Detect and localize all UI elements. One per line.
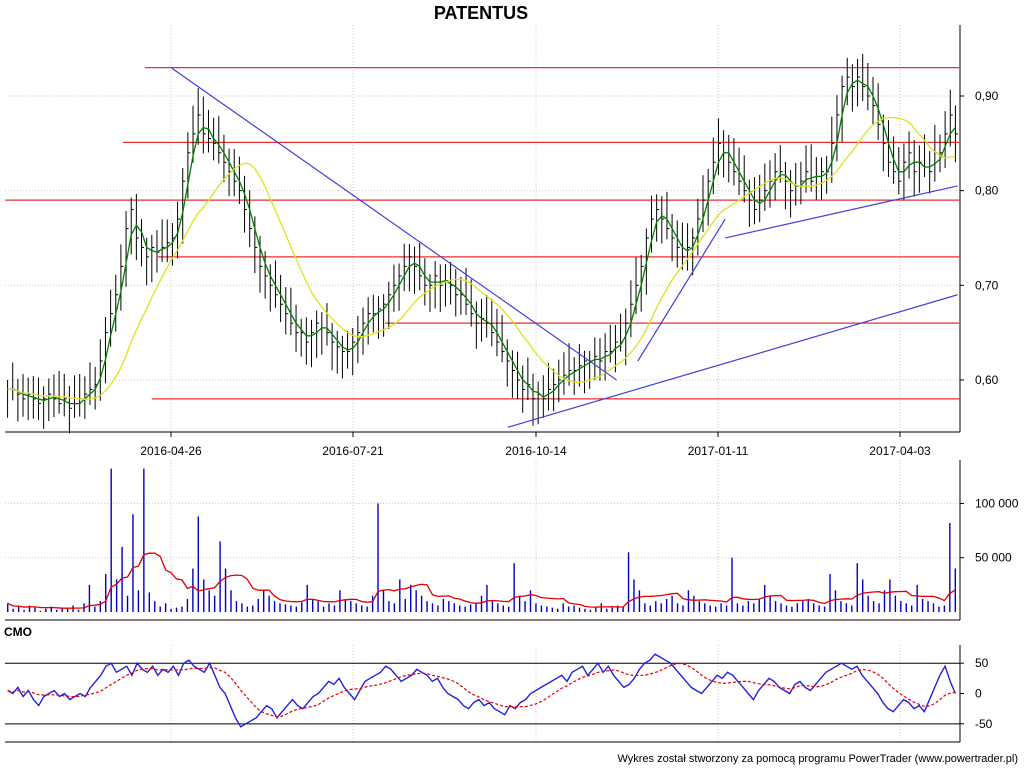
footer-credit: Wykres został stworzony za pomocą progra… bbox=[617, 753, 1018, 765]
cmo-panel: -50 0 50 bbox=[5, 645, 993, 743]
price-x-tick-label: 2016-10-14 bbox=[505, 444, 567, 458]
volume-y-tick-label: 50 000 bbox=[975, 551, 1012, 565]
price-x-tick-label: 2016-04-26 bbox=[140, 444, 202, 458]
volume-y-tick-label: 100 000 bbox=[975, 496, 1019, 510]
volume-panel: 50 000 100 000 bbox=[5, 460, 1019, 621]
cmo-y-tick-label: 50 bbox=[975, 656, 989, 670]
price-x-tick-label: 2017-04-03 bbox=[869, 444, 931, 458]
price-x-tick-label: 2017-01-11 bbox=[688, 444, 749, 458]
chart-title: PATENTUS bbox=[434, 3, 528, 23]
price-y-tick-label: 0,80 bbox=[975, 184, 999, 198]
price-y-tick-label: 0,90 bbox=[975, 89, 999, 103]
price-y-tick-label: 0,70 bbox=[975, 278, 999, 292]
price-trend-line bbox=[637, 218, 726, 362]
price-trend-line bbox=[725, 185, 958, 239]
price-panel: 0,60 0,70 0,80 0,90 2016-04-26 2016-07-21 2016… bbox=[5, 25, 999, 458]
price-ma-long-line bbox=[7, 116, 956, 400]
price-trend-line bbox=[170, 67, 617, 381]
price-trend-line bbox=[507, 294, 958, 428]
volume-average-line bbox=[7, 552, 956, 609]
price-ma-short-line bbox=[7, 79, 956, 405]
price-x-tick-label: 2016-07-21 bbox=[322, 444, 384, 458]
cmo-signal-line bbox=[7, 662, 956, 718]
cmo-y-tick-label: 0 bbox=[975, 687, 982, 701]
cmo-panel-label: CMO bbox=[4, 625, 32, 639]
cmo-line bbox=[7, 653, 957, 728]
price-y-tick-label: 0,60 bbox=[975, 373, 999, 387]
cmo-y-tick-label: -50 bbox=[975, 717, 993, 731]
